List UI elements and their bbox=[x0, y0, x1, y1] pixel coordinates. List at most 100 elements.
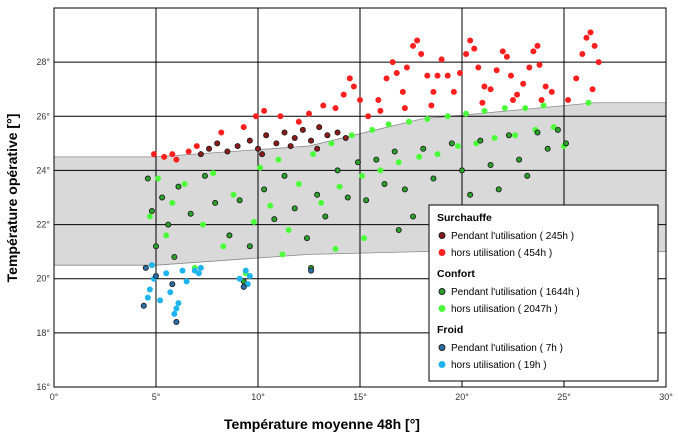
data-point bbox=[175, 300, 182, 307]
x-tick-label: 5° bbox=[152, 392, 161, 402]
legend-entry-label: hors utilisation ( 2047h ) bbox=[451, 304, 558, 315]
data-point bbox=[155, 175, 162, 182]
data-point bbox=[403, 64, 410, 71]
data-point bbox=[534, 42, 541, 49]
data-point bbox=[491, 134, 498, 141]
data-point bbox=[267, 202, 274, 209]
data-point bbox=[467, 191, 474, 198]
x-axis-title: Température moyenne 48h [°] bbox=[224, 416, 420, 432]
data-point bbox=[454, 143, 461, 150]
data-point bbox=[165, 221, 172, 228]
data-point bbox=[263, 132, 270, 139]
data-point bbox=[334, 129, 341, 136]
data-point bbox=[395, 226, 402, 233]
data-point bbox=[548, 88, 555, 95]
data-point bbox=[389, 59, 396, 66]
legend: Surchauffe Pendant l'utilisation ( 245h )… bbox=[428, 204, 659, 382]
data-point bbox=[356, 97, 363, 104]
data-point bbox=[450, 88, 457, 95]
data-point bbox=[512, 132, 519, 139]
data-point bbox=[493, 67, 500, 74]
data-point bbox=[467, 37, 474, 44]
data-point bbox=[230, 191, 237, 198]
data-point bbox=[573, 75, 580, 82]
data-point bbox=[383, 75, 390, 82]
data-point bbox=[146, 213, 153, 220]
data-point bbox=[273, 140, 280, 147]
data-point bbox=[206, 145, 213, 152]
data-point bbox=[524, 172, 531, 179]
x-tick-label: 15° bbox=[353, 392, 367, 402]
data-point bbox=[463, 51, 470, 58]
data-point bbox=[505, 132, 512, 139]
data-point bbox=[191, 267, 198, 274]
data-point bbox=[171, 310, 178, 317]
data-point bbox=[185, 148, 192, 155]
data-point bbox=[261, 107, 268, 114]
data-point bbox=[146, 286, 153, 293]
data-point bbox=[418, 51, 425, 58]
legend-group-title: Confort bbox=[437, 268, 475, 280]
legend-entry-label: Pendant l'utilisation ( 7h ) bbox=[451, 343, 563, 354]
data-point bbox=[430, 175, 437, 182]
data-point bbox=[218, 129, 225, 136]
data-point bbox=[514, 91, 521, 98]
data-point bbox=[334, 167, 341, 174]
data-point bbox=[332, 245, 339, 252]
data-point bbox=[375, 97, 382, 104]
data-point bbox=[212, 199, 219, 206]
data-point bbox=[144, 294, 151, 301]
data-point bbox=[148, 208, 155, 215]
data-point bbox=[236, 275, 243, 282]
data-point bbox=[316, 124, 323, 131]
data-point bbox=[456, 69, 463, 76]
data-point bbox=[554, 126, 561, 133]
data-point bbox=[542, 83, 549, 90]
data-point bbox=[346, 75, 353, 82]
data-point bbox=[516, 156, 523, 163]
legend-entry-label: hors utilisation ( 19h ) bbox=[451, 360, 547, 371]
data-point bbox=[308, 137, 315, 144]
y-tick-label: 26° bbox=[36, 111, 50, 121]
data-point bbox=[544, 145, 551, 152]
y-tick-label: 16° bbox=[36, 382, 50, 392]
x-tick-label: 20° bbox=[455, 392, 469, 402]
data-point bbox=[350, 83, 357, 90]
data-point bbox=[254, 145, 261, 152]
data-point bbox=[157, 297, 164, 304]
data-point bbox=[236, 197, 243, 204]
data-point bbox=[332, 105, 339, 112]
data-point bbox=[220, 243, 227, 250]
data-point bbox=[161, 153, 168, 160]
data-point bbox=[534, 129, 541, 136]
data-point bbox=[336, 183, 343, 190]
data-point bbox=[487, 86, 494, 93]
y-tick-label: 24° bbox=[36, 165, 50, 175]
data-point bbox=[420, 145, 427, 152]
data-point bbox=[430, 88, 437, 95]
data-point bbox=[434, 151, 441, 158]
data-point bbox=[148, 262, 155, 269]
x-tick-label: 10° bbox=[251, 392, 265, 402]
data-point bbox=[246, 243, 253, 250]
data-point bbox=[495, 186, 502, 193]
data-point bbox=[246, 273, 253, 280]
data-point bbox=[424, 72, 431, 79]
data-point bbox=[410, 213, 417, 220]
data-point bbox=[373, 156, 380, 163]
data-point bbox=[169, 281, 176, 288]
data-point bbox=[501, 105, 508, 112]
data-point bbox=[291, 205, 298, 212]
data-point bbox=[369, 126, 376, 133]
data-point bbox=[391, 148, 398, 155]
data-point bbox=[257, 164, 264, 171]
data-point bbox=[240, 283, 247, 290]
y-axis-title: Température opérative [°] bbox=[4, 114, 20, 283]
data-point bbox=[405, 118, 412, 125]
data-point bbox=[275, 156, 282, 163]
data-point bbox=[536, 61, 543, 68]
data-point bbox=[401, 186, 408, 193]
legend-group-title: Surchauffe bbox=[437, 212, 492, 224]
data-point bbox=[169, 151, 176, 158]
data-point bbox=[169, 199, 176, 206]
